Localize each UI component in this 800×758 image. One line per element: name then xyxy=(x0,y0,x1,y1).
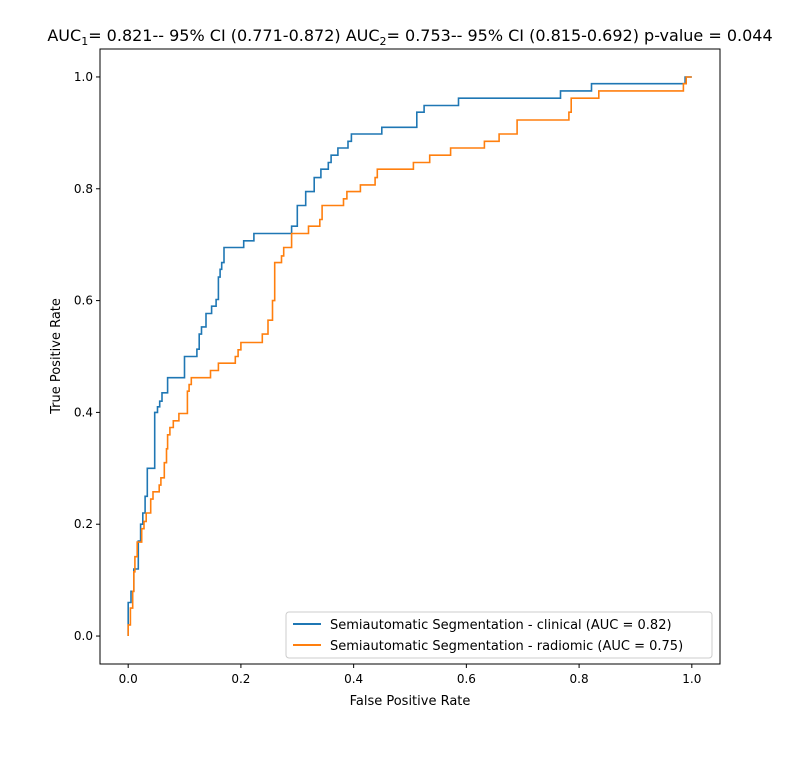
roc-curve-radiomic xyxy=(127,76,692,636)
ticks-layer: 0.0 0.2 0.4 0.6 0.8 1.0 0.0 0.2 0.4 0.6 0.8 1.0 xyxy=(74,70,701,686)
chart-title: AUC1= 0.821-- 95% CI (0.771-0.872) AUC2=… xyxy=(47,26,772,48)
legend: Semiautomatic Segmentation - clinical (A… xyxy=(285,611,713,659)
legend-label-radiomic: Semiautomatic Segmentation - radiomic (A… xyxy=(330,639,683,654)
legend-label-clinical: Semiautomatic Segmentation - clinical (A… xyxy=(330,618,672,633)
x-tick-label: 0.0 xyxy=(119,672,138,686)
y-tick-label: 0.8 xyxy=(74,182,93,196)
y-tick-label: 0.0 xyxy=(74,629,93,643)
x-tick-label: 0.6 xyxy=(457,672,476,686)
roc-curve-clinical xyxy=(127,76,692,636)
y-axis-label: True Positive Rate xyxy=(49,298,64,415)
legend-box xyxy=(285,611,713,659)
x-tick-label: 1.0 xyxy=(682,672,701,686)
series-layer xyxy=(127,76,692,636)
y-tick-label: 1.0 xyxy=(74,70,93,84)
x-tick-label: 0.2 xyxy=(231,672,250,686)
x-axis-label: False Positive Rate xyxy=(350,694,471,709)
x-tick-label: 0.8 xyxy=(570,672,589,686)
x-tick-label: 0.4 xyxy=(344,672,363,686)
y-tick-label: 0.4 xyxy=(74,405,93,419)
y-tick-label: 0.2 xyxy=(74,517,93,531)
y-tick-label: 0.6 xyxy=(74,294,93,308)
plot-frame xyxy=(99,48,721,665)
